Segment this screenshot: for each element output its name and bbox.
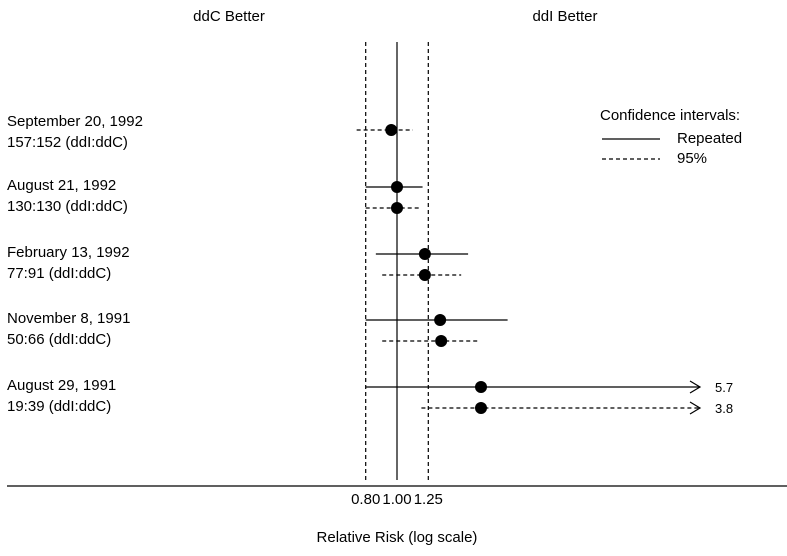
point-estimate: [391, 181, 403, 193]
row-ratio-label: 77:91 (ddI:ddC): [7, 265, 111, 282]
point-estimate: [418, 248, 431, 260]
point-estimate: [475, 402, 488, 414]
legend: Confidence intervals: Repeated 95%: [600, 107, 742, 167]
header-ddi-better: ddI Better: [532, 8, 597, 25]
point-estimate: [418, 269, 431, 281]
x-tick-label: 1.25: [414, 491, 443, 508]
x-axis-label: Relative Risk (log scale): [317, 529, 478, 546]
row-ratio-label: 19:39 (ddI:ddC): [7, 398, 111, 415]
ci-arrowhead: [689, 380, 702, 394]
forest-row: November 8, 1991 50:66 (ddI:ddC): [7, 310, 508, 348]
row-date-label: August 29, 1991: [7, 377, 116, 394]
legend-entry-95: 95%: [677, 150, 707, 167]
ci-arrowhead: [689, 401, 702, 415]
row-ratio-label: 157:152 (ddI:ddC): [7, 134, 128, 151]
forest-row: February 13, 1992 77:91 (ddI:ddC): [7, 244, 469, 282]
forest-row: August 21, 1992 130:130 (ddI:ddC): [7, 177, 423, 215]
point-estimate: [475, 381, 488, 393]
x-tick-label: 1.00: [382, 491, 411, 508]
row-ratio-label: 130:130 (ddI:ddC): [7, 198, 128, 215]
reference-lines: [365, 42, 429, 480]
x-tick-label: 0.80: [351, 491, 380, 508]
row-ratio-label: 50:66 (ddI:ddC): [7, 331, 111, 348]
row-date-label: August 21, 1992: [7, 177, 116, 194]
row-date-label: February 13, 1992: [7, 244, 130, 261]
legend-title: Confidence intervals:: [600, 107, 740, 124]
forest-row: September 20, 1992 157:152 (ddI:ddC): [7, 113, 413, 151]
row-date-label: September 20, 1992: [7, 113, 143, 130]
forest-row: August 29, 1991 19:39 (ddI:ddC) 5.7 3.8: [7, 377, 733, 416]
ci-arrow-label: 5.7: [715, 380, 733, 395]
ci-arrow-label: 3.8: [715, 401, 733, 416]
x-tick-labels: 0.80 1.00 1.25: [351, 491, 443, 508]
point-estimate: [391, 202, 403, 214]
header-ddc-better: ddC Better: [193, 8, 265, 25]
point-estimate: [435, 335, 448, 347]
row-date-label: November 8, 1991: [7, 310, 130, 327]
rows-group: September 20, 1992 157:152 (ddI:ddC) Augus…: [7, 113, 733, 416]
point-estimate: [434, 314, 447, 326]
legend-entry-repeated: Repeated: [677, 130, 742, 147]
point-estimate: [385, 124, 398, 136]
